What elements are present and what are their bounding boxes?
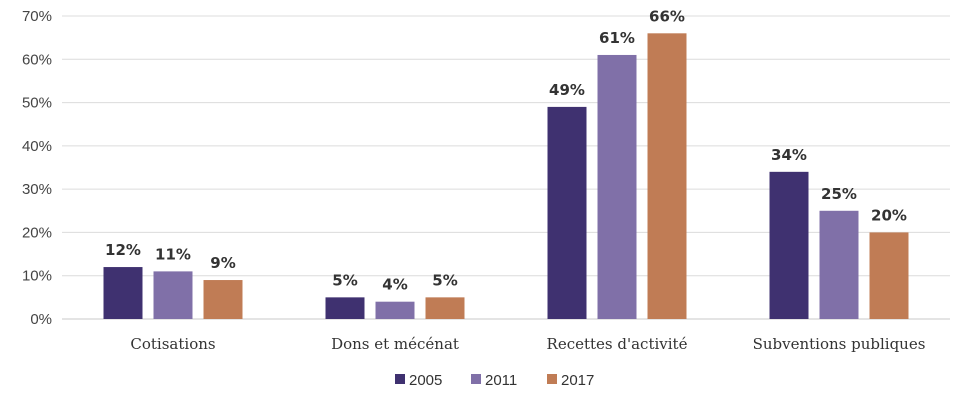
data-label: 5% xyxy=(432,271,457,289)
x-axis: Cotisations Dons et mécénat Recettes d'act… xyxy=(130,335,925,353)
bar xyxy=(769,171,809,319)
bar xyxy=(103,267,143,319)
y-tick-label: 10% xyxy=(22,268,52,285)
data-label: 25% xyxy=(821,185,857,203)
data-label: 34% xyxy=(771,146,807,164)
bar xyxy=(153,271,193,319)
legend-swatch xyxy=(547,374,557,384)
y-tick-label: 70% xyxy=(22,8,52,25)
data-label: 49% xyxy=(549,81,585,99)
bar xyxy=(547,106,587,320)
data-label: 5% xyxy=(332,271,357,289)
legend: 2005 2011 2017 xyxy=(395,372,594,389)
legend-swatch xyxy=(395,374,405,384)
x-tick-label: Dons et mécénat xyxy=(331,335,459,353)
bar xyxy=(597,54,637,319)
data-label: 20% xyxy=(871,206,907,224)
legend-swatch xyxy=(471,374,481,384)
legend-label: 2011 xyxy=(485,372,517,389)
legend-label: 2017 xyxy=(561,372,594,389)
y-tick-label: 20% xyxy=(22,224,52,241)
bar xyxy=(203,280,243,319)
data-label: 12% xyxy=(105,241,141,259)
y-axis: 0% 10% 20% 30% 40% 50% 60% 70% xyxy=(22,8,52,328)
y-tick-label: 40% xyxy=(22,138,52,155)
bar xyxy=(425,297,465,319)
data-label: 66% xyxy=(649,7,685,25)
gridlines xyxy=(62,15,950,320)
data-label: 9% xyxy=(210,254,235,272)
bar xyxy=(869,232,909,319)
bars xyxy=(103,33,909,320)
bar xyxy=(325,297,365,319)
data-labels: 12% 11% 9% 5% 4% 5% 49% 61% 66% 34% 25% 20% xyxy=(105,7,907,293)
y-tick-label: 60% xyxy=(22,51,52,68)
bar xyxy=(819,210,859,319)
x-tick-label: Cotisations xyxy=(130,335,215,353)
x-tick-label: Recettes d'activité xyxy=(547,335,688,353)
bar xyxy=(647,33,687,320)
x-tick-label: Subventions publiques xyxy=(753,335,926,353)
data-label: 4% xyxy=(382,276,407,294)
legend-label: 2005 xyxy=(409,372,442,389)
y-tick-label: 30% xyxy=(22,181,52,198)
y-tick-label: 50% xyxy=(22,95,52,112)
y-tick-label: 0% xyxy=(30,311,52,328)
data-label: 11% xyxy=(155,245,191,263)
bar xyxy=(375,301,415,319)
data-label: 61% xyxy=(599,29,635,47)
